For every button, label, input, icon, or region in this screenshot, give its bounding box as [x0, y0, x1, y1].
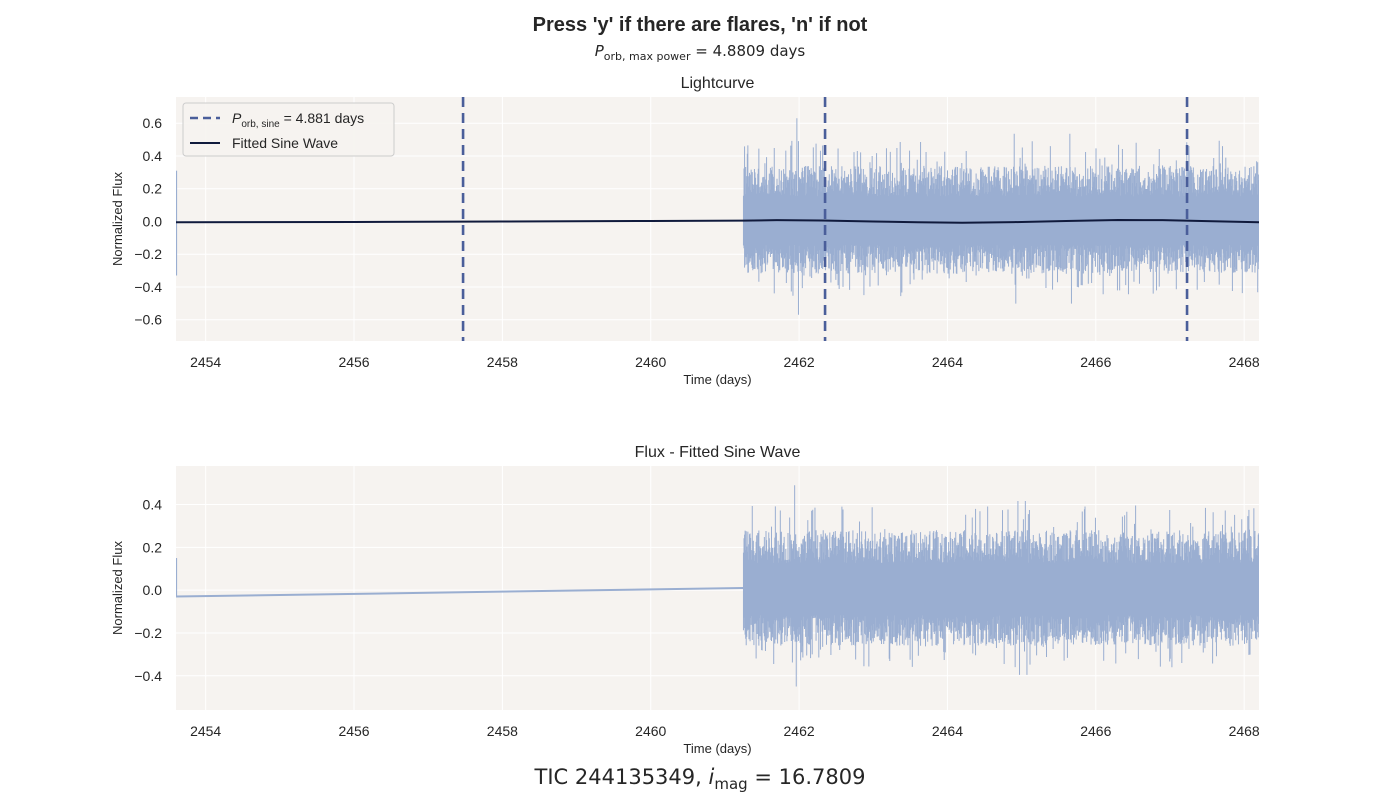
x-axis-label: Time (days) — [683, 741, 751, 756]
flux-series — [742, 485, 1259, 687]
x-tick-label: 2458 — [487, 723, 518, 739]
x-tick-label: 2454 — [190, 354, 221, 370]
legend-sine-label: Fitted Sine Wave — [232, 135, 338, 151]
y-tick-label: −0.4 — [134, 668, 162, 684]
x-axis-label: Time (days) — [683, 372, 751, 387]
x-tick-label: 2458 — [487, 354, 518, 370]
x-tick-label: 2454 — [190, 723, 221, 739]
x-tick-label: 2456 — [338, 354, 369, 370]
legend-frame — [182, 102, 395, 157]
y-tick-label: −0.4 — [134, 279, 162, 295]
x-tick-label: 2466 — [1080, 354, 1111, 370]
x-tick-label: 2464 — [932, 723, 963, 739]
y-tick-label: 0.4 — [143, 148, 163, 164]
flux-gap-line — [176, 587, 744, 598]
panel-title: Lightcurve — [681, 75, 755, 92]
figure-title: Press 'y' if there are flares, 'n' if no… — [533, 14, 868, 36]
x-tick-label: 2460 — [635, 354, 666, 370]
y-tick-label: −0.2 — [134, 625, 162, 641]
y-axis-label: Normalized Flux — [110, 172, 125, 266]
target-info: TIC 244135349, imag = 16.7809 — [534, 765, 866, 793]
plot-content — [176, 485, 1259, 687]
fitted-sine-line — [176, 218, 1259, 224]
legend: Porb, sine = 4.881 days Fitted Sine Wave — [182, 102, 395, 157]
x-tick-label: 2468 — [1229, 723, 1260, 739]
y-tick-label: 0.0 — [143, 213, 163, 229]
x-tick-label: 2468 — [1229, 354, 1260, 370]
x-tick-label: 2466 — [1080, 723, 1111, 739]
legend-period-label: Porb, sine = 4.881 days — [232, 110, 364, 130]
y-tick-label: 0.2 — [143, 539, 163, 555]
x-tick-label: 2462 — [784, 354, 815, 370]
y-tick-label: 0.0 — [143, 582, 163, 598]
residual-panel: 2454 2456 2458 2460 2462 2464 2466 2468 −0.4 −0.2… — [110, 444, 1260, 756]
y-tick-label: 0.2 — [143, 181, 163, 197]
x-tick-label: 2460 — [635, 723, 666, 739]
x-tick-label: 2464 — [932, 354, 963, 370]
y-tick-label: −0.6 — [134, 312, 162, 328]
lightcurve-panel: 2454 2456 2458 2460 2462 2464 2466 2468 −0.6 −0.4… — [110, 75, 1260, 387]
y-tick-label: 0.4 — [143, 497, 163, 513]
plot-content — [176, 97, 1259, 341]
figure-subtitle: Porb, max power = 4.8809 days — [595, 42, 806, 63]
x-tick-label: 2462 — [784, 723, 815, 739]
y-tick-label: 0.6 — [143, 115, 163, 131]
y-axis-label: Normalized Flux — [110, 541, 125, 635]
y-tick-label: −0.2 — [134, 246, 162, 262]
panel-title: Flux - Fitted Sine Wave — [635, 444, 801, 461]
x-tick-label: 2456 — [338, 723, 369, 739]
